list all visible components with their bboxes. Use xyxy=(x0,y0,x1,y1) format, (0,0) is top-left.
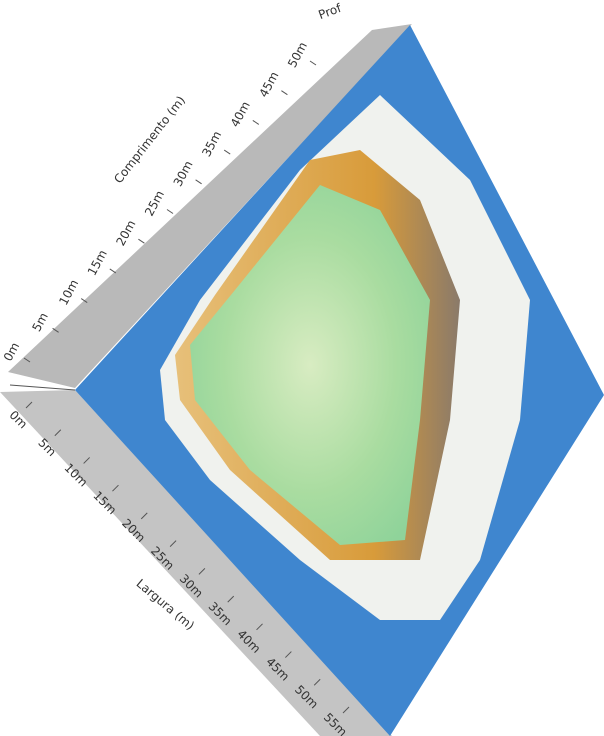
y-tick xyxy=(138,238,145,244)
surface xyxy=(75,25,604,736)
y-tick-label: 5m xyxy=(29,310,50,334)
y-tick-label: 0m xyxy=(1,340,22,364)
y-tick-label: 35m xyxy=(199,129,224,159)
x-tick xyxy=(227,595,235,603)
x-tick xyxy=(83,457,90,464)
y-tick xyxy=(223,149,231,155)
y-tick-label: 15m xyxy=(85,247,110,277)
y-tick xyxy=(109,268,117,274)
y-tick xyxy=(195,179,202,185)
x-tick xyxy=(169,540,177,547)
x-tick xyxy=(285,651,292,658)
z-axis-title: Prof xyxy=(317,1,344,22)
y-tick-label: 10m xyxy=(56,277,81,307)
y-tick-label: 45m xyxy=(256,69,281,99)
y-tick xyxy=(23,357,31,363)
y-tick xyxy=(309,60,317,66)
y-tick xyxy=(252,119,260,125)
y-tick-label: 50m xyxy=(285,40,310,70)
y-tick xyxy=(52,327,59,333)
x-tick xyxy=(25,401,33,409)
x-tick xyxy=(198,568,206,575)
x-tick xyxy=(112,484,119,492)
x-tick xyxy=(54,429,62,437)
y-tick-label: 25m xyxy=(142,188,167,218)
y-tick xyxy=(166,209,174,214)
y-tick xyxy=(80,298,88,304)
x-tick xyxy=(313,678,321,686)
x-tick xyxy=(342,706,350,714)
y-tick-label: 20m xyxy=(113,218,138,248)
x-tick xyxy=(256,623,263,631)
x-tick xyxy=(140,512,148,520)
y-tick-label: 30m xyxy=(171,158,196,188)
y-tick-label: 40m xyxy=(228,99,253,129)
y-tick xyxy=(281,90,288,96)
walls xyxy=(0,24,412,736)
